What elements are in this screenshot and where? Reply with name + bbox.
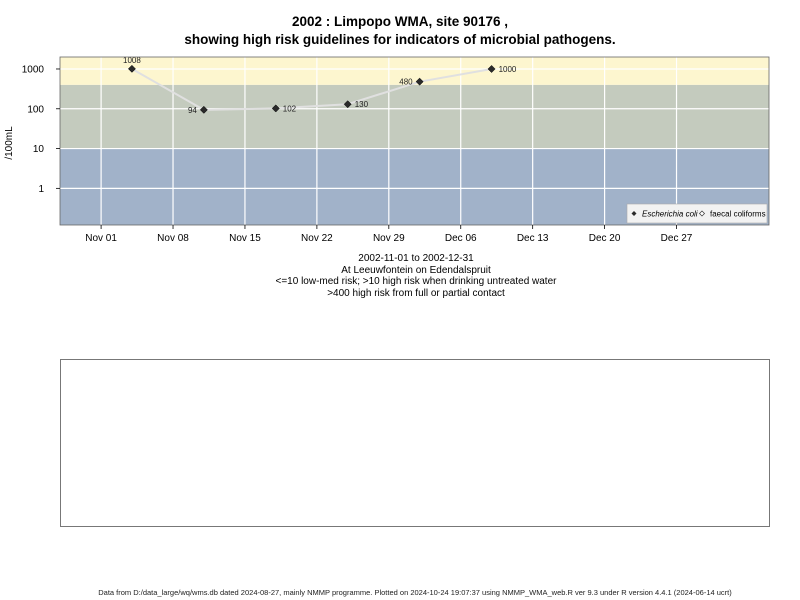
data-label-ecoli: 130 (355, 100, 369, 109)
x-tick-label: Dec 27 (661, 233, 693, 244)
axes: 1 10 100 1000 Nov 01 Nov 08 Nov 15 Nov 22 Nov 29… (4, 56, 770, 244)
series-line-ecoli (131, 67, 492, 111)
x-tick-label: Dec 06 (445, 233, 477, 244)
caption-date-range: 2002-11-01 to 2002-12-31 (358, 253, 474, 264)
data-point-ecoli (199, 105, 208, 114)
data-point-ecoli (415, 77, 424, 86)
x-tick-label: Nov 29 (373, 233, 405, 244)
data-label-ecoli: 1008 (123, 56, 141, 65)
x-tick-label: Nov 01 (85, 233, 117, 244)
legend: Escherichia coli faecal coliforms (626, 203, 768, 224)
caption-guideline-contact: >400 high risk from full or partial cont… (327, 287, 505, 299)
grid-lines (60, 57, 769, 225)
legend-box (626, 203, 768, 224)
chart-title-line2: showing high risk guidelines for indicat… (184, 32, 616, 47)
caption-location: At Leeuwfontein on Edendalspruit (341, 264, 491, 276)
legend-label-faecal: faecal coliforms (710, 210, 766, 219)
x-tick-label: Nov 15 (229, 233, 261, 244)
band-high-risk-drinking (60, 84, 769, 149)
legend-label-ecoli: Escherichia coli (642, 210, 698, 219)
data-point-ecoli (127, 64, 136, 73)
legend-marker-faecal (699, 210, 705, 217)
x-tick-label: Dec 13 (517, 233, 549, 244)
x-tick-label: Nov 22 (301, 233, 333, 244)
band-high-risk-contact (60, 57, 769, 85)
caption-guideline-drinking: <=10 low-med risk; >10 high risk when dr… (275, 276, 557, 287)
data-label-ecoli: 1000 (499, 65, 517, 74)
y-tick-label: 10 (33, 144, 45, 155)
data-label-ecoli: 102 (283, 104, 297, 113)
data-label-ecoli: 480 (399, 78, 413, 87)
plot-frame (59, 56, 770, 226)
y-tick-label: 100 (27, 104, 44, 115)
data-series: 1008 94 102 130 480 1000 (123, 56, 517, 115)
x-tick-label: Dec 20 (589, 233, 621, 244)
footer-note: Data from D:/data_large/wq/wms.db dated … (98, 588, 732, 597)
chart-title-line1: 2002 : Limpopo WMA, site 90176 , (291, 14, 509, 29)
data-point-ecoli (271, 104, 280, 113)
legend-marker-ecoli (631, 211, 637, 216)
risk-bands (60, 57, 769, 225)
data-point-ecoli (343, 100, 352, 109)
data-point-ecoli (487, 65, 496, 73)
empty-plot-panel (60, 359, 770, 527)
chart-svg: 1008 94 102 130 480 1000 1 10 100 1000 Nov 01 Nov … (4, 56, 770, 244)
y-tick-label: 1000 (22, 64, 45, 75)
y-axis-label: /100mL (4, 126, 15, 160)
data-label-ecoli: 94 (188, 106, 197, 115)
y-tick-label: 1 (38, 184, 44, 195)
x-tick-label: Nov 08 (157, 233, 189, 244)
